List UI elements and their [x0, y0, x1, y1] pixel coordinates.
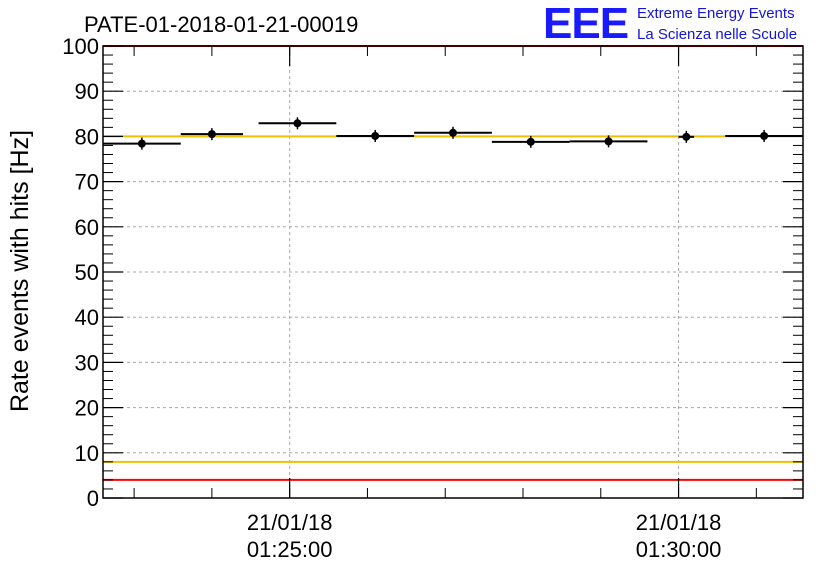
- reference-lines: [103, 45, 803, 481]
- x-tick-label-time: 01:30:00: [636, 537, 722, 562]
- eee-logo: EEE Extreme Energy Events La Scienza nel…: [543, 0, 797, 48]
- y-axis-title: Rate events with hits [Hz]: [6, 130, 34, 412]
- grid-lines: [103, 46, 803, 498]
- y-tick-label: 60: [75, 215, 99, 240]
- data-point: [207, 130, 216, 139]
- y-tick-label: 10: [75, 441, 99, 466]
- data-point: [604, 137, 613, 146]
- data-point: [526, 137, 535, 146]
- logo-line-1: Extreme Energy Events: [637, 5, 795, 22]
- y-tick-label: 100: [62, 34, 99, 59]
- logo-line-2: La Scienza nelle Scuole: [637, 26, 797, 43]
- x-tick-label-time: 01:25:00: [247, 537, 333, 562]
- data-point: [137, 139, 146, 148]
- data-points: [103, 117, 803, 150]
- y-tick-label: 0: [87, 486, 99, 511]
- data-point: [371, 131, 380, 140]
- logo-mark: EEE: [543, 0, 628, 48]
- y-tick-label: 30: [75, 350, 99, 375]
- axis-ticks: [103, 45, 803, 499]
- tick-labels: 010203040506070809010021/01/1801:25:0021…: [62, 34, 721, 562]
- data-point: [449, 128, 457, 137]
- x-tick-label-date: 21/01/18: [247, 510, 333, 535]
- y-tick-label: 70: [75, 170, 99, 195]
- y-tick-label: 90: [75, 79, 99, 104]
- y-tick-label: 20: [75, 396, 99, 421]
- y-tick-label: 50: [75, 260, 99, 285]
- chart-title: PATE-01-2018-01-21-00019: [84, 12, 358, 37]
- data-point: [760, 131, 769, 140]
- data-point: [682, 132, 691, 141]
- data-point: [293, 119, 302, 128]
- x-tick-label-date: 21/01/18: [636, 510, 722, 535]
- y-tick-label: 40: [75, 305, 99, 330]
- y-tick-label: 80: [75, 124, 99, 149]
